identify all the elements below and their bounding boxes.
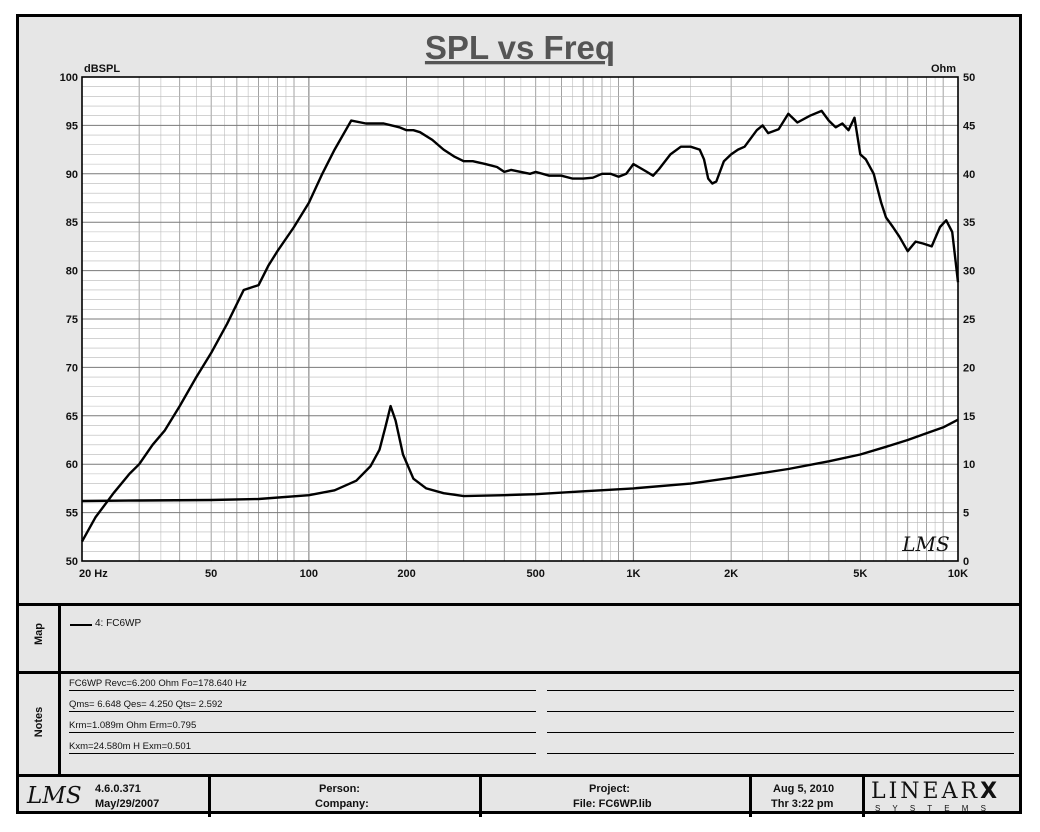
footer-sep-1	[208, 777, 211, 817]
note-text: Kxm=24.580m H Exm=0.501	[69, 741, 191, 752]
date-text: Aug 5, 2010	[773, 783, 835, 795]
y-left-tick-label: 75	[66, 314, 78, 326]
y-right-tick-label: 15	[963, 411, 975, 423]
brand-sub: S Y S T E M S	[875, 804, 991, 813]
footer-sep-2	[479, 777, 482, 817]
y-left-tick-label: 70	[66, 362, 78, 374]
y-right-tick-label: 30	[963, 266, 975, 278]
y-left-tick-label: 65	[66, 411, 78, 423]
y-left-tick-label: 95	[66, 120, 78, 132]
map-separator	[58, 606, 61, 671]
note-underline	[69, 711, 536, 712]
footer-band: LMS 4.6.0.371 May/29/2007 Person: Compan…	[19, 774, 1019, 817]
note-text: FC6WP Revc=6.200 Ohm Fo=178.640 Hz	[69, 678, 247, 689]
legend-line-swatch	[70, 624, 92, 626]
x-tick-label: 1K	[626, 568, 640, 580]
company-label: Company:	[315, 798, 369, 810]
y-right-tick-label: 40	[963, 169, 975, 181]
project-label: Project:	[589, 783, 630, 795]
y-right-tick-label: 25	[963, 314, 975, 326]
note-underline-right	[547, 753, 1014, 754]
y-left-tick-label: 100	[60, 72, 78, 84]
y-right-tick-label: 20	[963, 362, 975, 374]
x-tick-label: 200	[397, 568, 415, 580]
brand-linear: LINEAR	[871, 779, 981, 804]
y-right-tick-label: 35	[963, 217, 975, 229]
note-text: Krm=1.089m Ohm Erm=0.795	[69, 720, 197, 731]
y-right-unit: Ohm	[931, 63, 956, 75]
x-tick-label: 50	[205, 568, 217, 580]
y-right-tick-label: 10	[963, 459, 975, 471]
file-label: File: FC6WP.lib	[573, 798, 652, 810]
time-text: Thr 3:22 pm	[771, 798, 834, 810]
chart-title: SPL vs Freq	[425, 29, 615, 66]
y-right-tick-label: 50	[963, 72, 975, 84]
legend-entry: 4: FC6WP	[95, 618, 142, 629]
spl-curve	[80, 109, 960, 543]
y-left-tick-label: 50	[66, 556, 78, 568]
y-right-tick-label: 5	[963, 508, 969, 520]
person-label: Person:	[319, 783, 360, 795]
note-underline	[69, 690, 536, 691]
y-left-tick-label: 85	[66, 217, 78, 229]
note-underline	[69, 753, 536, 754]
note-text: Qms= 6.648 Qes= 4.250 Qts= 2.592	[69, 699, 223, 710]
plot-border	[81, 76, 959, 562]
y-left-tick-label: 80	[66, 266, 78, 278]
note-underline-right	[547, 690, 1014, 691]
map-band: Map 4: FC6WP	[19, 603, 1019, 671]
map-label: Map	[33, 623, 45, 645]
graph-frame: SPL vs Freq dBSPL Ohm 50 55 60 65 70 75 80 85 90 95 1…	[16, 14, 1022, 817]
y-right-tick-label: 45	[963, 120, 975, 132]
plot-watermark: LMS	[901, 532, 949, 556]
notes-band: Notes FC6WP Revc=6.200 Ohm Fo=178.640 Hz…	[19, 671, 1019, 776]
x-tick-label: 10K	[948, 568, 968, 580]
y-left-tick-label: 60	[66, 459, 78, 471]
version-date: May/29/2007	[95, 798, 160, 810]
note-underline	[69, 732, 536, 733]
x-tick-label: 100	[300, 568, 318, 580]
y-left-tick-label: 90	[66, 169, 78, 181]
brand-main: LINEARX	[871, 779, 1000, 804]
version-text: 4.6.0.371	[95, 783, 141, 795]
footer-sep-3	[749, 777, 752, 817]
impedance-curve	[81, 404, 959, 503]
brand-x: X	[980, 779, 1001, 804]
y-left-unit: dBSPL	[84, 63, 120, 75]
x-tick-label: 2K	[724, 568, 738, 580]
note-underline-right	[547, 732, 1014, 733]
note-underline-right	[547, 711, 1014, 712]
y-right-tick-label: 0	[963, 556, 969, 568]
x-tick-label: 20 Hz	[79, 568, 108, 580]
x-tick-label: 5K	[853, 568, 867, 580]
y-left-tick-label: 55	[66, 508, 78, 520]
footer-sep-4	[862, 777, 865, 817]
lms-logo: LMS	[27, 783, 82, 809]
x-tick-label: 500	[527, 568, 545, 580]
notes-label: Notes	[33, 706, 45, 738]
notes-separator	[58, 674, 61, 774]
